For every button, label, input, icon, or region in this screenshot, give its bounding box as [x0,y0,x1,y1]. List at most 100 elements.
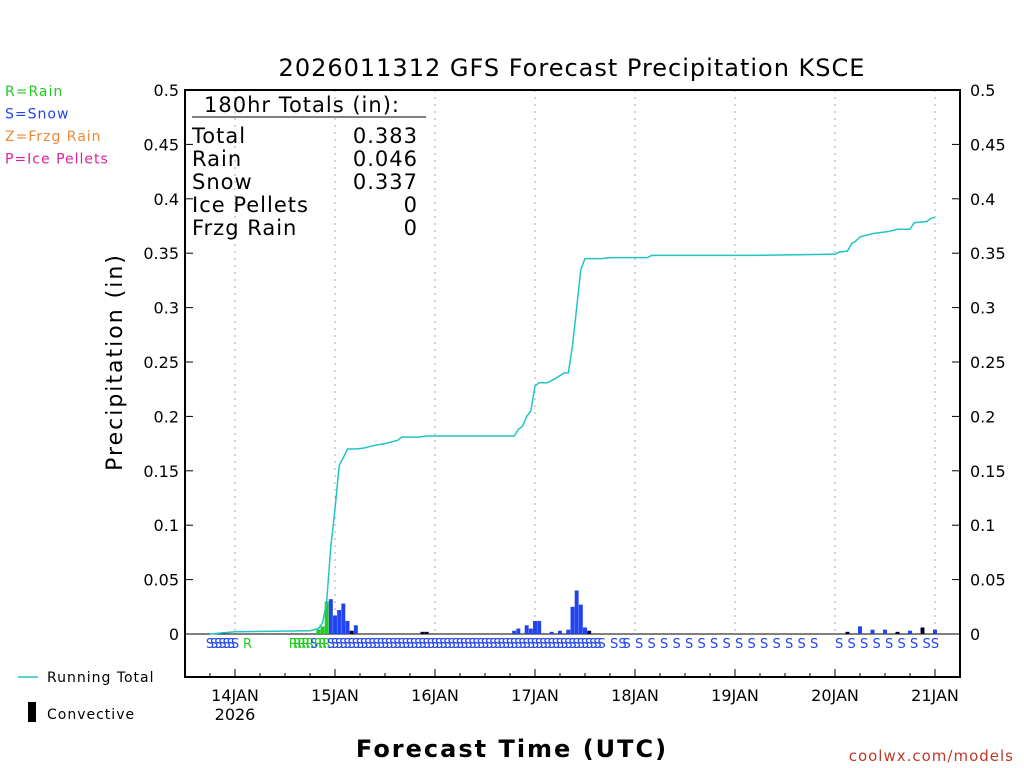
precip-type-legend: R=Rain S=Snow Z=Frzg Rain P=Ice Pellets [5,84,109,168]
precip-type-marker: S [360,637,368,652]
precip-type-marker: R [289,637,298,652]
precip-type-legend-entry: S=Snow [5,107,69,123]
precip-type-marker: S [331,637,339,652]
precip-bar [549,631,554,634]
precip-type-marker: S [385,637,393,652]
precip-type-marker: S [506,637,514,652]
precip-bar [333,615,337,634]
precip-type-marker: S [535,637,543,652]
precip-bar [316,629,321,634]
precip-type-marker: S [710,637,718,652]
precip-type-marker: S [227,637,235,652]
precip-type-marker: S [364,637,372,652]
precip-type-marker: S [502,637,510,652]
precip-type-marker: S [518,637,526,652]
precip-type-marker: S [589,637,597,652]
y-axis-label: Precipitation (in) [103,253,128,471]
precip-type-marker: S [356,637,364,652]
y-tick-label-right: 0.15 [970,462,1006,481]
precip-type-marker: R [318,637,327,652]
precip-type-marker: S [448,637,456,652]
precip-bar [324,601,329,634]
precip-type-marker: S [760,637,768,652]
precip-type-marker: S [431,637,439,652]
y-tick-label-left: 0.35 [143,244,179,263]
precip-bar [574,590,579,634]
precip-type-marker: S [798,637,806,652]
precip-type-marker: S [573,637,581,652]
y-tick-label-right: 0.1 [970,516,995,535]
precip-type-marker: R [297,637,306,652]
precip-type-marker: S [623,637,631,652]
precip-type-marker: S [485,637,493,652]
precip-bar [558,630,562,634]
precip-bar [883,629,887,634]
precip-bar [420,631,425,634]
precip-type-marker: S [477,637,485,652]
precip-type-marker: S [373,637,381,652]
totals-row-label: Rain [192,147,242,171]
precip-bar [516,628,521,634]
precip-type-marker: S [527,637,535,652]
y-tick-label-left: 0.05 [143,571,179,590]
x-tick-label: 16JAN [411,686,459,705]
precip-type-marker: S [218,637,226,652]
precip-bar [353,625,358,634]
precip-type-marker: S [423,637,431,652]
totals-row-value: 0 [404,193,418,217]
precip-type-marker: S [885,637,893,652]
totals-header: 180hr Totals (in): [204,93,400,117]
precip-type-marker: S [910,637,918,652]
precip-type-marker: S [498,637,506,652]
precip-type-marker: S [368,637,376,652]
precip-type-marker: R [301,637,310,652]
x-axis-label: Forecast Time (UTC) [356,735,668,763]
precip-bar [345,620,350,634]
y-tick-label-left: 0 [169,625,179,644]
precip-type-marker: S [339,637,347,652]
precip-bar [570,606,575,634]
precip-type-marker: S [452,637,460,652]
precip-bar [587,630,592,634]
precip-bar [537,620,542,634]
precip-type-marker: S [464,637,472,652]
precip-type-marker: S [523,637,531,652]
precip-type-marker: S [931,637,939,652]
precip-bar [320,626,325,634]
precip-type-marker: S [660,637,668,652]
x-tick-label: 17JAN [511,686,559,705]
y-tick-label-left: 0.25 [143,353,179,372]
precip-type-marker: S [352,637,360,652]
precip-type-marker: S [698,637,706,652]
precip-type-marker: S [402,637,410,652]
credit-text: coolwx.com/models [849,747,1014,765]
y-tick-label-right: 0.25 [970,353,1006,372]
precip-type-marker: S [848,637,856,652]
x-tick-label: 20JAN [811,686,859,705]
grid-lines [185,90,960,635]
precip-type-marker: S [585,637,593,652]
precip-bar [920,627,925,634]
precip-bar [578,604,583,634]
y-tick-label-right: 0.45 [970,135,1006,154]
y-tick-label-right: 0.4 [970,190,995,209]
precip-type-marker: S [648,637,656,652]
precip-type-marker: S [348,637,356,652]
precip-bar [908,630,912,634]
precip-type-legend-entry: P=Ice Pellets [5,152,109,168]
precip-bar [870,629,875,634]
precip-type-marker: S [406,637,414,652]
precip-type-marker: S [598,637,606,652]
precip-type-marker: S [223,637,231,652]
y-tick-label-left: 0.1 [154,516,179,535]
precip-type-marker: S [610,637,618,652]
precip-type-marker: S [835,637,843,652]
precip-type-marker: S [231,637,239,652]
precip-type-marker: S [860,637,868,652]
series-legend: Running Total Convective [18,670,154,723]
precip-type-marker: S [206,637,214,652]
y-tick-label-right: 0.5 [970,81,995,100]
